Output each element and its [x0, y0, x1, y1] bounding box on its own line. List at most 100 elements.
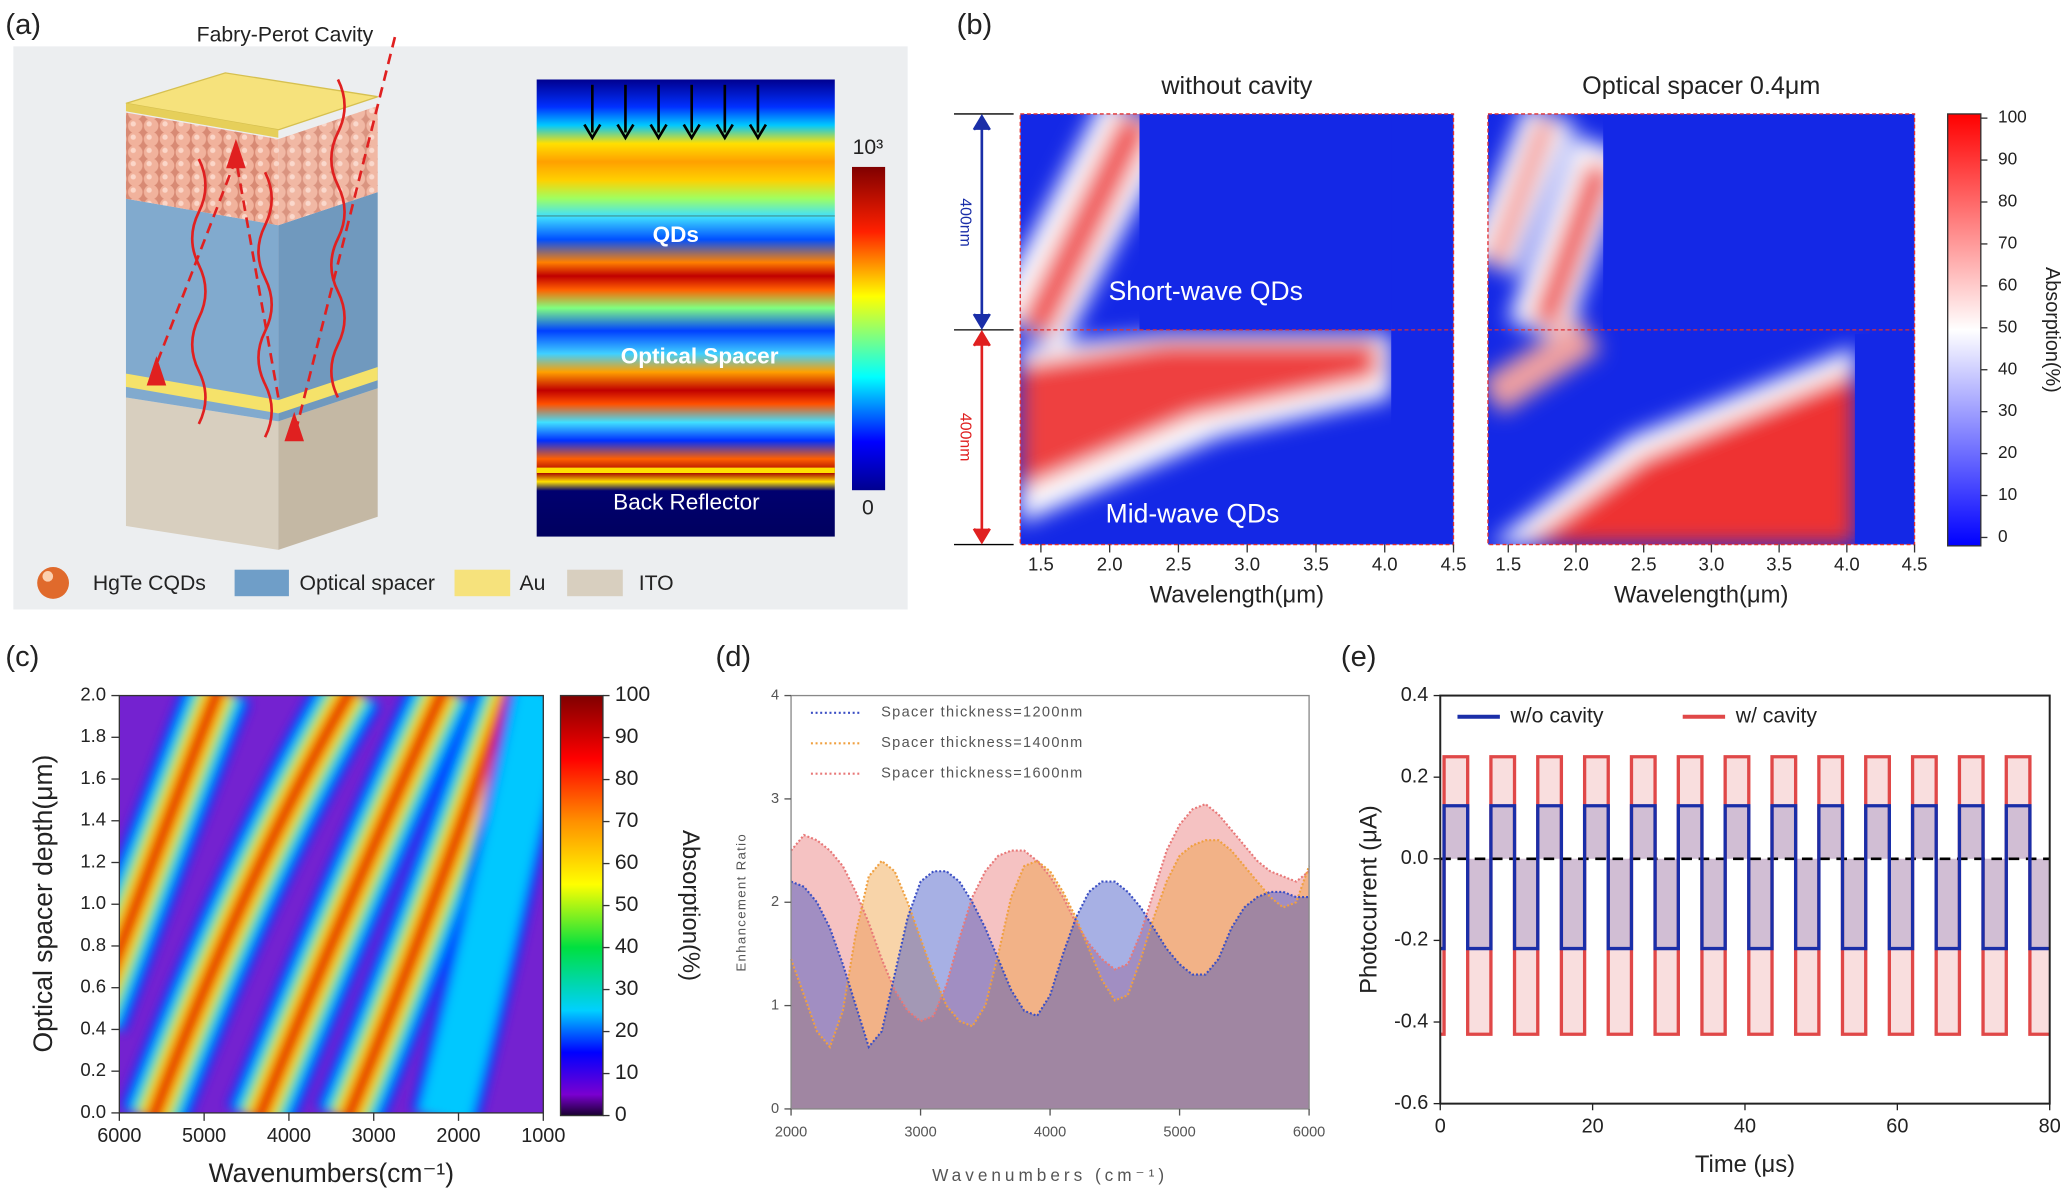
- heatmap: [1854, 333, 1915, 545]
- area: [1440, 805, 2050, 949]
- legend-swatch: [37, 567, 69, 599]
- x-tick-label: 1.5: [1495, 554, 1521, 575]
- colorbar-label: 0: [862, 496, 874, 519]
- legend-label: HgTe CQDs: [93, 572, 206, 595]
- x-axis-title: Time (μs): [1695, 1151, 1795, 1178]
- panel-label: (d): [716, 641, 752, 673]
- qd-layer: [278, 105, 378, 226]
- colorbar-tick-label: 70: [615, 809, 639, 832]
- field-label: QDs: [653, 222, 699, 247]
- line: [1440, 755, 2050, 1036]
- colorbar-tick-label: 60: [1998, 274, 2017, 294]
- colorbar-tick-label: 100: [615, 683, 650, 706]
- legend-label: Spacer thickness=1200nm: [881, 705, 1084, 721]
- x-tick-label: 1000: [521, 1125, 565, 1147]
- x-tick-label: 6000: [1293, 1125, 1325, 1141]
- diagram-title: Fabry-Perot Cavity: [197, 23, 374, 46]
- light-path: [146, 356, 167, 386]
- colorbar-tick-label: 60: [615, 851, 639, 874]
- y-tick-label: 0.2: [80, 1059, 106, 1080]
- panel-label: (c): [5, 641, 39, 673]
- y-axis-title: Photocurrent (μA): [1355, 805, 1382, 994]
- panel-label: (b): [957, 9, 993, 41]
- top-electrode: [125, 103, 279, 138]
- panel-title: Optical spacer 0.4μm: [1582, 72, 1820, 100]
- y-tick-label: -0.4: [1394, 1010, 1428, 1032]
- colorbar-tick-label: 50: [1998, 316, 2017, 336]
- y-tick-label: 1.2: [80, 850, 106, 871]
- incident-arrows: [583, 84, 768, 141]
- legend-label: w/ cavity: [1735, 704, 1818, 727]
- heatmap: [1020, 113, 1454, 545]
- colorbar-tick-label: 30: [615, 977, 639, 1000]
- y-tick-label: -0.2: [1394, 929, 1428, 951]
- heatmap-band: [255, 695, 447, 1113]
- y-tick-label: 1.6: [80, 767, 106, 788]
- y-tick-label: 0.6: [80, 976, 106, 997]
- legend-swatch: [42, 571, 54, 582]
- x-tick-label: 20: [1582, 1116, 1604, 1138]
- heatmap: [1020, 113, 1392, 524]
- x-axis-title: Wavenumbers(cm⁻¹): [209, 1158, 454, 1188]
- legend-label: w/o cavity: [1509, 704, 1603, 727]
- region-label: Mid-wave QDs: [1106, 498, 1280, 528]
- y-tick-label: 0.4: [1401, 684, 1429, 706]
- y-tick-label: 1.8: [80, 725, 106, 746]
- colorbar-tick-label: 90: [615, 725, 639, 748]
- line: [790, 802, 1310, 1023]
- thickness-arrows: [972, 114, 991, 330]
- diagram: Fabry-Perot Cavity QDs Optical Spacer Ba…: [13, 23, 908, 610]
- field-map: [536, 79, 835, 537]
- legend-swatch: [454, 569, 511, 597]
- light-path: [284, 411, 305, 442]
- heatmap: [1487, 116, 1557, 269]
- colorbar-tick-label: 0: [1998, 526, 2008, 546]
- x-tick-label: 80: [2039, 1116, 2061, 1138]
- field-colorbar: [852, 166, 886, 491]
- colorbar-tick-label: 80: [1998, 191, 2017, 211]
- x-axis-title: Wavelength(μm): [1150, 581, 1324, 608]
- light-path: [226, 138, 246, 169]
- x-tick-label: 2.5: [1166, 554, 1192, 575]
- thickness-label: 400nm: [956, 413, 973, 462]
- colorbar-tick-label: 90: [1998, 149, 2017, 169]
- light-path: [257, 171, 274, 438]
- colorbar-tick-label: 20: [1998, 442, 2017, 462]
- field-label: Back Reflector: [613, 489, 760, 514]
- colorbar: [1947, 113, 1982, 547]
- x-tick-label: 2.5: [1631, 554, 1657, 575]
- colorbar-title: Absorption(%): [2041, 267, 2063, 393]
- y-tick-label: 1: [771, 997, 779, 1013]
- y-tick-label: -0.6: [1394, 1092, 1428, 1114]
- x-tick-label: 4.5: [1441, 554, 1467, 575]
- x-tick-label: 3000: [904, 1125, 936, 1141]
- legend-label: ITO: [639, 572, 674, 595]
- light-path: [234, 158, 280, 398]
- incident-arrows: [583, 123, 768, 141]
- heatmap: [1487, 113, 1855, 545]
- au-layer: [125, 366, 378, 414]
- x-axis-title: Wavenumbers (cm⁻¹): [932, 1165, 1168, 1185]
- x-tick-label: 3.0: [1234, 554, 1260, 575]
- x-axis-title: Wavelength(μm): [1614, 581, 1788, 608]
- heatmap: [1487, 317, 1601, 415]
- ito-block: [125, 397, 279, 550]
- x-tick-label: 3000: [352, 1125, 396, 1147]
- colorbar-tick-label: 40: [615, 935, 639, 958]
- heatmap: [119, 695, 544, 1113]
- colorbar: [559, 694, 604, 1117]
- y-tick-label: 1.0: [80, 892, 106, 913]
- legend-label: Spacer thickness=1600nm: [881, 766, 1084, 782]
- colorbar-tick-label: 30: [1998, 400, 2017, 420]
- x-tick-label: 3.5: [1303, 554, 1329, 575]
- x-tick-label: 40: [1734, 1116, 1756, 1138]
- area: [791, 871, 1310, 1109]
- colorbar-tick-label: 70: [1998, 232, 2017, 252]
- field-label: Optical Spacer: [621, 344, 779, 369]
- line: [1440, 804, 2050, 951]
- y-tick-label: 4: [771, 687, 779, 703]
- heatmap: [1531, 161, 1614, 330]
- heatmap: [1020, 341, 1378, 491]
